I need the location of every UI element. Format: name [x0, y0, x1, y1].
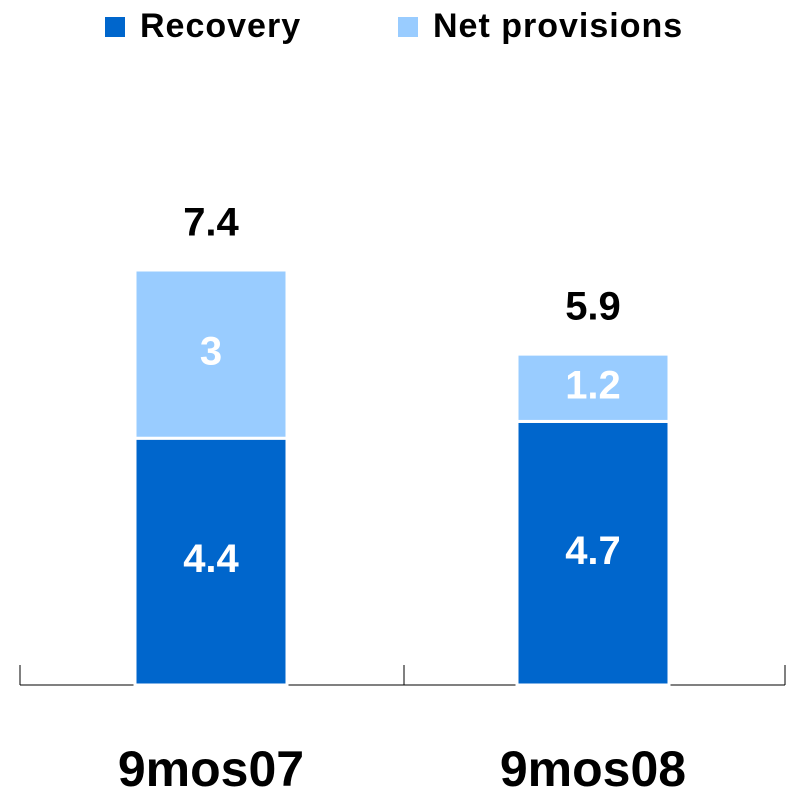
bar-segment [133, 436, 289, 687]
legend-label: Recovery [140, 7, 301, 45]
total-label: 7.4 [183, 201, 239, 245]
data-label: 1.2 [565, 363, 621, 407]
data-label: 4.4 [183, 537, 239, 581]
bar-segment [515, 352, 671, 423]
data-label: 4.7 [565, 529, 621, 573]
legend-label: Net provisions [433, 7, 683, 45]
x-tick-label: 9mos08 [500, 741, 686, 797]
bar-segment [515, 419, 671, 687]
legend-swatch [105, 17, 125, 37]
x-tick-label: 9mos07 [118, 741, 304, 797]
data-label: 3 [200, 330, 222, 374]
legend-swatch [398, 17, 418, 37]
total-label: 5.9 [565, 285, 621, 329]
bar-segment [133, 268, 289, 440]
